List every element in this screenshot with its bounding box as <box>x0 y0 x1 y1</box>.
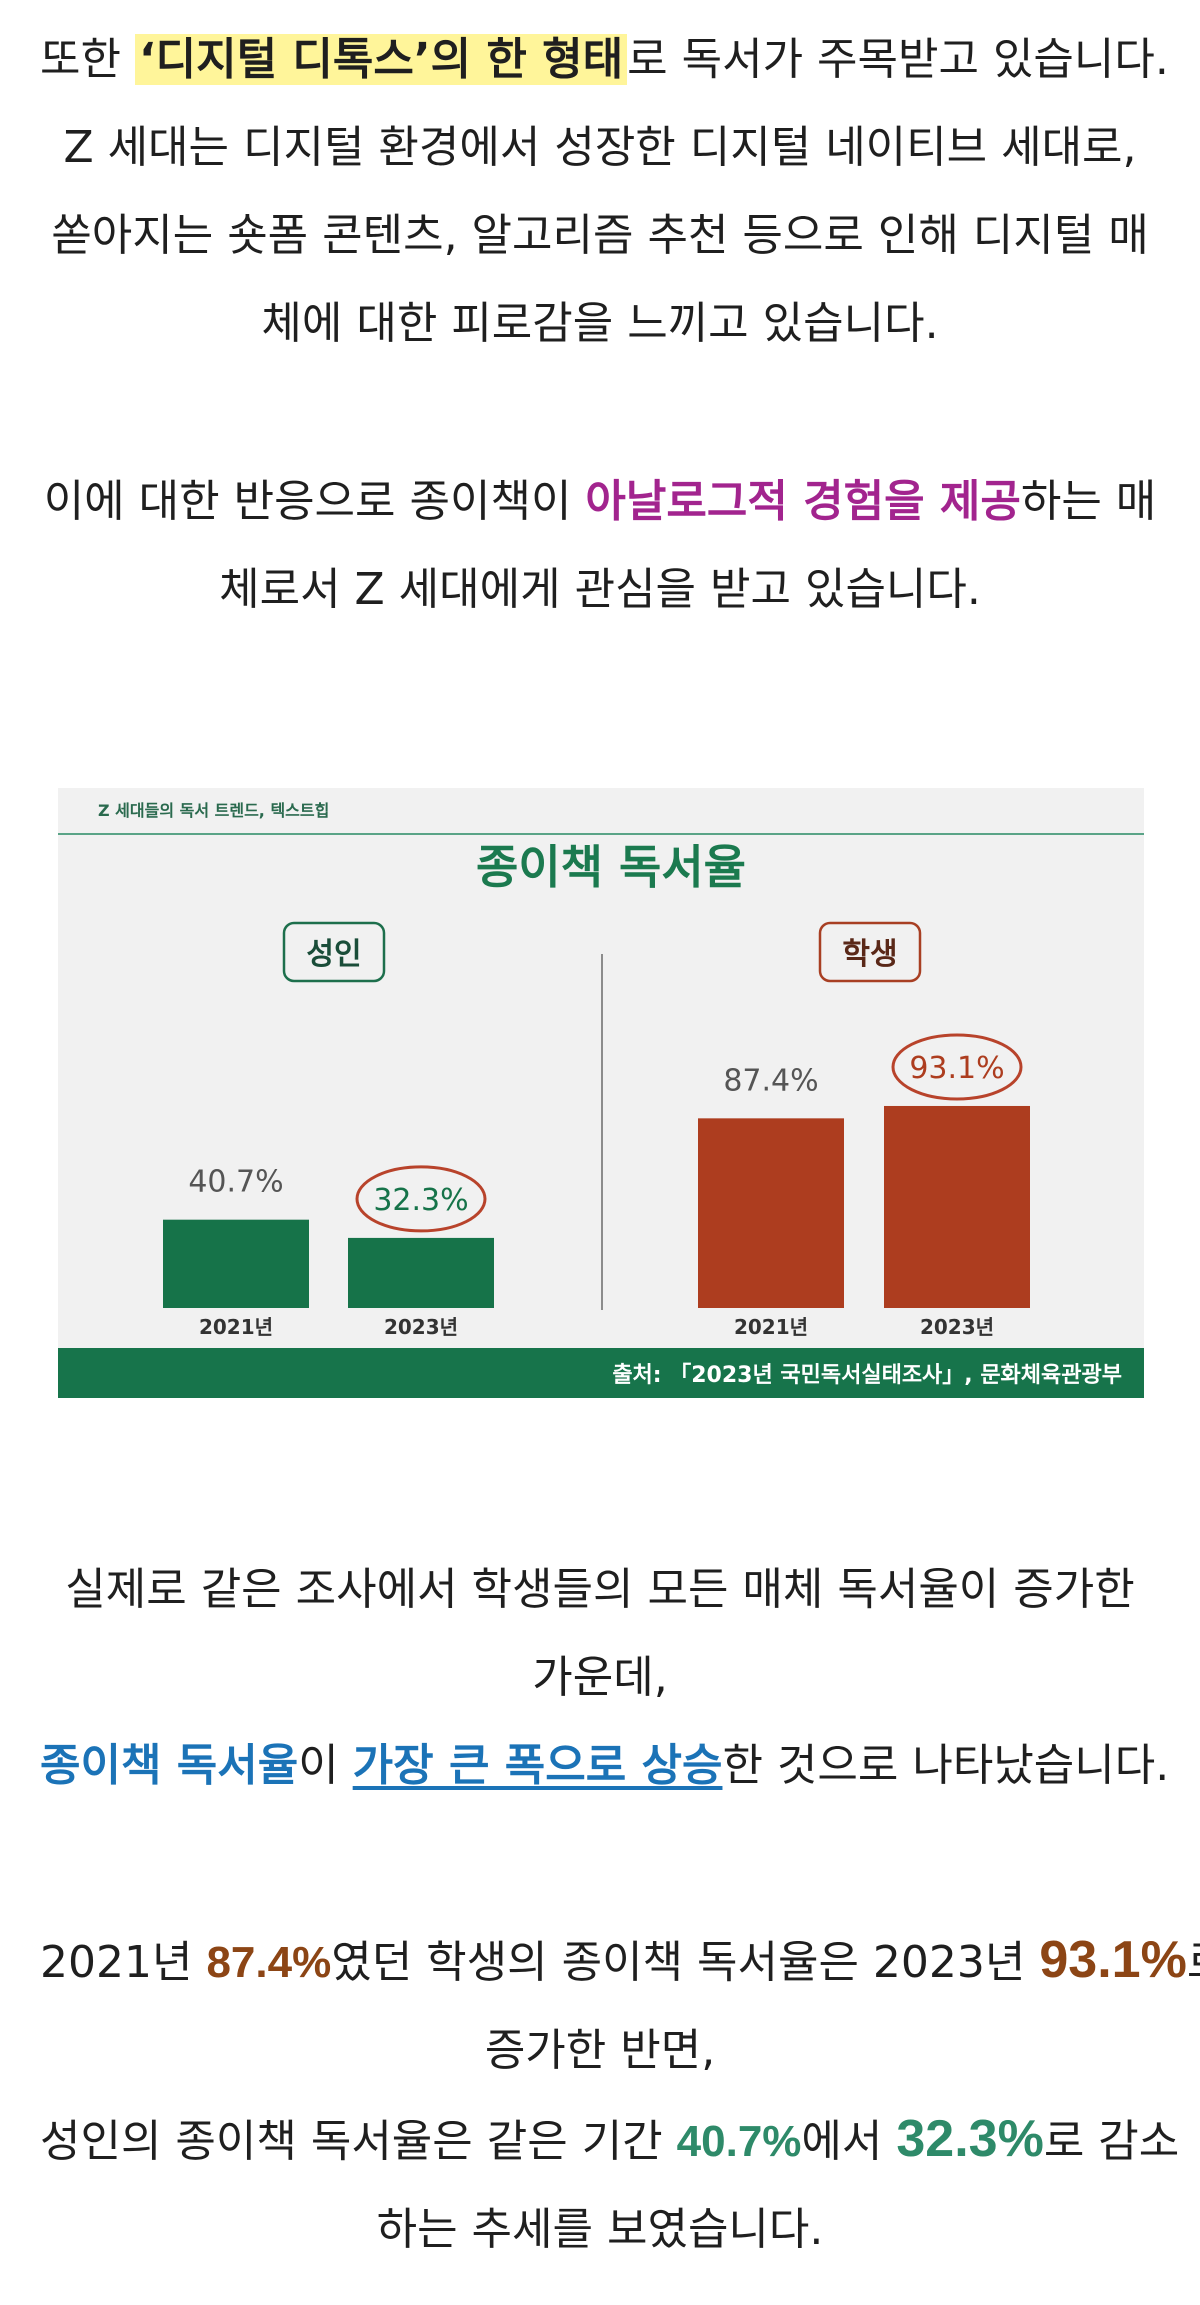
panel-label-box-student <box>818 921 922 983</box>
panel-label-student: 학생 <box>842 937 897 972</box>
highlight-largest-increase: 가장 큰 폭으로 상승 <box>352 1740 723 1791</box>
comparison-line-4: 하는 추세를 보였습니다. <box>376 2204 824 2255</box>
reading-rate-chart: Z 세대들의 독서 트렌드, 텍스트힙 종이책 독서율 성인 학생 40.7% 2… <box>58 788 1144 1398</box>
bar-student-2023 <box>884 1105 1030 1308</box>
value-student-2023: 93.1% <box>1039 1931 1187 1989</box>
chart-title: 종이책 독서율 <box>476 840 746 894</box>
intro-line-3: 쏟아지는 숏폼 콘텐츠, 알고리즘 추천 등으로 인해 디지털 매 <box>51 210 1149 261</box>
intro-line-1: 또한 ‘디지털 디톡스’의 한 형태로 독서가 주목받고 있습니다. <box>40 34 1169 85</box>
survey-line-2: 가운데, <box>532 1652 668 1703</box>
chart-header-label: Z 세대들의 독서 트렌드, 텍스트힙 <box>98 801 329 820</box>
value-adult-2023: 32.3% <box>896 2110 1044 2168</box>
survey-line-1: 실제로 같은 조사에서 학생들의 모든 매체 독서율이 증가한 <box>65 1564 1135 1615</box>
comparison-line-1: 2021년 87.4%였던 학생의 종이책 독서율은 2023년 93.1%로 <box>40 1931 1200 1989</box>
response-line-2: 체로서 Z 세대에게 관심을 받고 있습니다. <box>219 564 981 615</box>
highlight-circle-student-2023 <box>891 1033 1023 1101</box>
comparison-line-3: 성인의 종이책 독서율은 같은 기간 40.7%에서 32.3%로 감소 <box>40 2110 1180 2168</box>
panel-label-adult: 성인 <box>306 937 361 972</box>
chart-footer-bar <box>58 1348 1144 1398</box>
value-student-2021: 87.4% <box>206 1938 332 1987</box>
intro-paragraph: 또한 ‘디지털 디톡스’의 한 형태로 독서가 주목받고 있습니다. Z 세대는… <box>40 16 1169 368</box>
panel-label-box-adult <box>282 921 386 983</box>
bar-adult-2021 <box>163 1219 309 1308</box>
survey-paragraph: 실제로 같은 조사에서 학생들의 모든 매체 독서율이 증가한 가운데, 종이책… <box>40 1546 1170 1810</box>
comparison-line-2: 증가한 반면, <box>484 2025 716 2076</box>
chart-svg: Z 세대들의 독서 트렌드, 텍스트힙 종이책 독서율 성인 학생 40.7% 2… <box>58 801 1144 1398</box>
survey-line-3: 종이책 독서율이 가장 큰 폭으로 상승한 것으로 나타났습니다. <box>40 1740 1170 1791</box>
category-label-adult-2023: 2023년 <box>384 1315 458 1339</box>
highlight-circle-adult-2023 <box>355 1165 487 1233</box>
category-label-adult-2021: 2021년 <box>199 1315 273 1339</box>
bar-adult-2023 <box>348 1237 494 1308</box>
chart-marks: 40.7% 2021년 32.3% 2023년 87.4% 2021년 93.1% 2023년 <box>163 1033 1030 1339</box>
bar-student-2021 <box>698 1118 844 1308</box>
intro-line-2: Z 세대는 디지털 환경에서 성장한 디지털 네이티브 세대로, <box>63 122 1137 173</box>
highlight-digital-detox: ‘디지털 디톡스’의 한 형태 <box>134 34 628 85</box>
value-adult-2021: 40.7% <box>676 2117 802 2166</box>
data-label-adult-2021: 40.7% <box>188 1165 283 1200</box>
data-label-adult-2023: 32.3% <box>373 1183 468 1218</box>
chart-source: 출처: 「2023년 국민독서실태조사」, 문화체육관광부 <box>612 1363 1122 1388</box>
comparison-paragraph: 2021년 87.4%였던 학생의 종이책 독서율은 2023년 93.1%로 … <box>40 1916 1200 2274</box>
category-label-student-2023: 2023년 <box>920 1315 994 1339</box>
intro-line-4: 체에 대한 피로감을 느끼고 있습니다. <box>261 298 939 349</box>
data-label-student-2021: 87.4% <box>723 1063 818 1098</box>
category-label-student-2021: 2021년 <box>734 1315 808 1339</box>
response-line-1: 이에 대한 반응으로 종이책이 아날로그적 경험을 제공하는 매 <box>43 476 1157 527</box>
response-paragraph: 이에 대한 반응으로 종이책이 아날로그적 경험을 제공하는 매 체로서 Z 세… <box>40 458 1160 634</box>
data-label-student-2023: 93.1% <box>909 1051 1004 1086</box>
highlight-analog-experience: 아날로그적 경험을 제공 <box>585 476 1021 527</box>
highlight-paper-reading-rate: 종이책 독서율 <box>40 1740 299 1791</box>
